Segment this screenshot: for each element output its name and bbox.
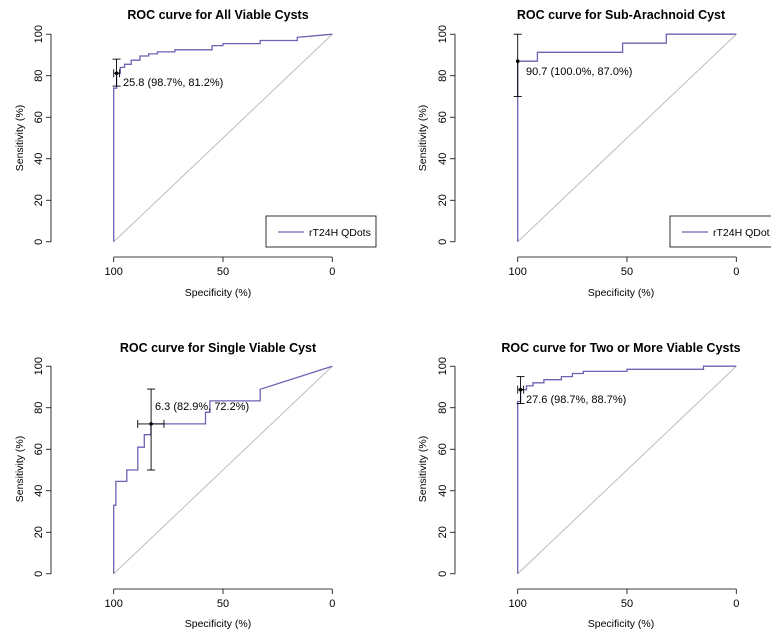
y-tick-label: 0 xyxy=(437,571,449,577)
y-axis-label: Sensitivity (%) xyxy=(14,105,26,172)
threshold-label: 90.7 (100.0%, 87.0%) xyxy=(526,66,632,78)
y-tick-label: 100 xyxy=(437,25,449,43)
threshold-point xyxy=(114,71,119,76)
threshold-label: 25.8 (98.7%, 81.2%) xyxy=(123,77,223,89)
x-tick-label: 50 xyxy=(621,598,633,610)
x-tick-label: 100 xyxy=(509,266,527,278)
y-tick-label: 60 xyxy=(437,443,449,455)
y-tick-label: 100 xyxy=(33,357,45,375)
panel-title: ROC curve for Sub-Arachnoid Cyst xyxy=(517,8,726,22)
panel-sub-arachnoid-cyst: 100 50 0 0 20 40 60 80 100 ROC curve for Sub-Ara… xyxy=(417,8,771,299)
y-tick-label: 40 xyxy=(437,485,449,497)
panel-title: ROC curve for Single Viable Cyst xyxy=(120,341,317,355)
plot-area: 100 50 0 0 20 40 60 80 100 xyxy=(437,357,739,610)
threshold-point xyxy=(515,59,520,64)
y-tick-label: 20 xyxy=(33,194,45,206)
plot-area: 100 50 0 0 20 40 60 80 100 xyxy=(33,25,335,278)
y-tick-label: 60 xyxy=(437,111,449,123)
legend-entry: rT24H QDots xyxy=(309,227,371,239)
legend-entry: rT24H QDot xyxy=(713,227,770,239)
x-tick-label: 100 xyxy=(105,266,123,278)
y-tick-label: 60 xyxy=(33,443,45,455)
y-axis-label: Sensitivity (%) xyxy=(417,436,429,503)
x-tick-label: 0 xyxy=(733,266,739,278)
legend: rT24H QDot xyxy=(669,215,771,248)
panel-single-viable-cyst: 100 50 0 0 20 40 60 80 100 ROC curve for Single … xyxy=(14,341,335,630)
y-tick-label: 40 xyxy=(33,485,45,497)
x-axis-label: Specificity (%) xyxy=(185,287,252,299)
chance-line xyxy=(113,365,333,575)
y-tick-label: 40 xyxy=(437,153,449,165)
y-tick-label: 0 xyxy=(33,571,45,577)
y-tick-label: 100 xyxy=(437,357,449,375)
y-tick-label: 100 xyxy=(33,25,45,43)
chance-line xyxy=(113,33,333,243)
y-tick-label: 80 xyxy=(437,70,449,82)
y-tick-label: 0 xyxy=(33,239,45,245)
panel-title: ROC curve for All Viable Cysts xyxy=(127,8,308,22)
roc-curve xyxy=(113,365,333,574)
chance-line xyxy=(517,365,737,575)
y-tick-label: 60 xyxy=(33,111,45,123)
x-tick-label: 100 xyxy=(509,598,527,610)
threshold-label: 27.6 (98.7%, 88.7%) xyxy=(526,394,626,406)
plot-area: 100 50 0 0 20 40 60 80 100 xyxy=(33,357,335,610)
roc-curve xyxy=(113,33,333,242)
y-tick-label: 80 xyxy=(437,402,449,414)
x-axis-label: Specificity (%) xyxy=(588,618,655,630)
y-axis-label: Sensitivity (%) xyxy=(14,436,26,503)
y-tick-label: 20 xyxy=(33,526,45,538)
x-axis-label: Specificity (%) xyxy=(185,618,252,630)
panel-all-viable-cysts: 100 50 0 0 20 40 60 80 100 ROC curve for All Via… xyxy=(14,8,377,299)
y-tick-label: 40 xyxy=(33,153,45,165)
x-tick-label: 50 xyxy=(217,598,229,610)
chance-line xyxy=(517,33,737,243)
x-tick-label: 0 xyxy=(329,266,335,278)
x-axis-label: Specificity (%) xyxy=(588,287,655,299)
x-tick-label: 50 xyxy=(621,266,633,278)
x-tick-label: 0 xyxy=(329,598,335,610)
threshold-point xyxy=(518,387,523,392)
roc-curve xyxy=(517,33,737,242)
threshold-label: 6.3 (82.9%, 72.2%) xyxy=(155,401,249,413)
y-tick-label: 80 xyxy=(33,402,45,414)
x-tick-label: 0 xyxy=(733,598,739,610)
y-tick-label: 80 xyxy=(33,70,45,82)
y-axis-label: Sensitivity (%) xyxy=(417,105,429,172)
y-tick-label: 0 xyxy=(437,239,449,245)
y-tick-label: 20 xyxy=(437,194,449,206)
x-tick-label: 50 xyxy=(217,266,229,278)
panel-title: ROC curve for Two or More Viable Cysts xyxy=(501,341,740,355)
threshold-point xyxy=(149,422,153,426)
legend: rT24H QDots xyxy=(265,215,377,248)
panel-two-or-more-viable-cysts: 100 50 0 0 20 40 60 80 100 ROC curve for Two or … xyxy=(417,341,741,630)
x-tick-label: 100 xyxy=(105,598,123,610)
y-tick-label: 20 xyxy=(437,526,449,538)
plot-area: 100 50 0 0 20 40 60 80 100 xyxy=(437,25,739,278)
